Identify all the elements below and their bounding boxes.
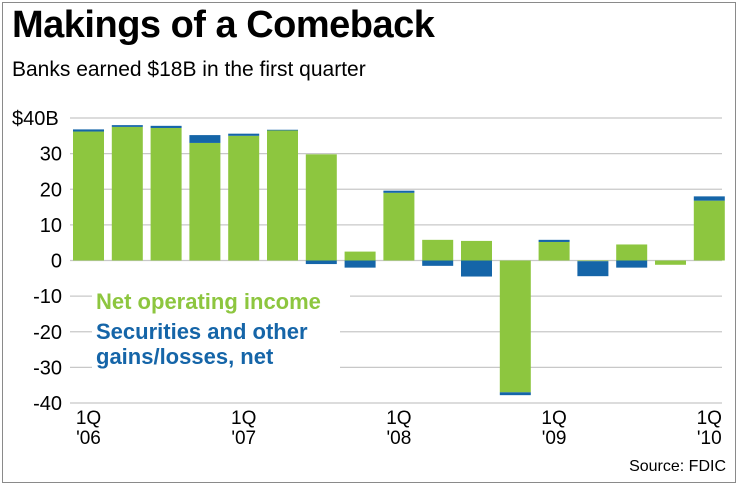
x-tick-label-year: '06 — [76, 428, 101, 449]
chart-title: Makings of a Comeback — [12, 4, 435, 46]
bar-securities-gains-losses — [228, 133, 260, 136]
y-tick-label: -30 — [33, 357, 62, 379]
y-tick-label: 0 — [51, 251, 62, 273]
bar-net-operating-income — [267, 130, 298, 261]
bar-net-operating-income — [344, 251, 376, 261]
legend-securities-line2: gains/losses, net — [96, 344, 274, 369]
bar-securities-gains-losses — [499, 392, 531, 396]
bar-securities-gains-losses — [422, 260, 454, 266]
bar-net-operating-income — [150, 127, 182, 261]
legend-bg — [92, 318, 340, 374]
x-tick-label-quarter: 1Q — [697, 408, 722, 429]
bar-net-operating-income — [189, 142, 221, 261]
bar-net-operating-income — [693, 200, 725, 261]
y-tick-label: 10 — [40, 215, 62, 237]
bar-securities-gains-losses — [577, 261, 609, 277]
bar-net-operating-income — [577, 260, 609, 262]
x-tick-label-year: '07 — [231, 428, 256, 449]
x-tick-label-quarter: 1Q — [541, 408, 566, 429]
bar-securities-gains-losses — [111, 125, 143, 127]
bar-securities-gains-losses — [383, 190, 415, 193]
chart-subtitle: Banks earned $18B in the first quarter — [12, 58, 366, 81]
legend-securities-line1: Securities and other — [96, 319, 308, 344]
bar-net-operating-income — [228, 135, 260, 261]
bar-net-operating-income — [73, 131, 104, 261]
y-axis-ticks: $40B 30 20 10 0 -10 -20 -30 -40 — [12, 108, 62, 415]
legend-bg — [92, 287, 350, 317]
bar-securities-gains-losses — [538, 239, 570, 242]
x-tick-label-year: '09 — [542, 428, 567, 449]
bar-net-operating-income — [111, 126, 143, 261]
y-tick-label: 30 — [40, 144, 62, 166]
bars — [73, 125, 725, 396]
bar-net-operating-income — [305, 154, 337, 261]
bar-securities-gains-losses — [189, 135, 221, 143]
y-tick-label: -10 — [33, 286, 62, 308]
bar-net-operating-income — [422, 239, 454, 261]
legend-net-operating-income: Net operating income — [96, 289, 321, 314]
bar-net-operating-income — [499, 260, 531, 393]
bar-securities-gains-losses — [150, 125, 182, 128]
bar-securities-gains-losses — [305, 260, 337, 265]
bar-net-operating-income — [616, 244, 648, 261]
x-tick-label-year: '08 — [387, 428, 412, 449]
y-tick-label: 20 — [40, 179, 62, 201]
y-tick-label: -40 — [33, 393, 62, 415]
x-tick-label-year: '10 — [697, 428, 722, 449]
source-note: Source: FDIC — [629, 458, 726, 475]
bar-securities-gains-losses — [461, 260, 492, 277]
y-tick-label: -20 — [33, 322, 62, 344]
y-tick-label: $40B — [12, 108, 59, 130]
bar-securities-gains-losses — [616, 260, 648, 268]
chart-frame — [2, 2, 736, 483]
bar-securities-gains-losses — [693, 196, 725, 201]
bar-net-operating-income — [655, 260, 686, 265]
bar-net-operating-income — [461, 240, 492, 261]
bar-net-operating-income — [383, 192, 415, 261]
bar-securities-gains-losses — [73, 129, 104, 132]
bar-securities-gains-losses — [344, 260, 376, 268]
x-tick-label-quarter: 1Q — [231, 408, 256, 429]
x-tick-label-quarter: 1Q — [76, 408, 101, 429]
bar-net-operating-income — [538, 241, 570, 261]
bar-securities-gains-losses — [267, 129, 298, 131]
legend: Net operating income Securities and other… — [92, 287, 350, 374]
x-tick-label-quarter: 1Q — [386, 408, 411, 429]
